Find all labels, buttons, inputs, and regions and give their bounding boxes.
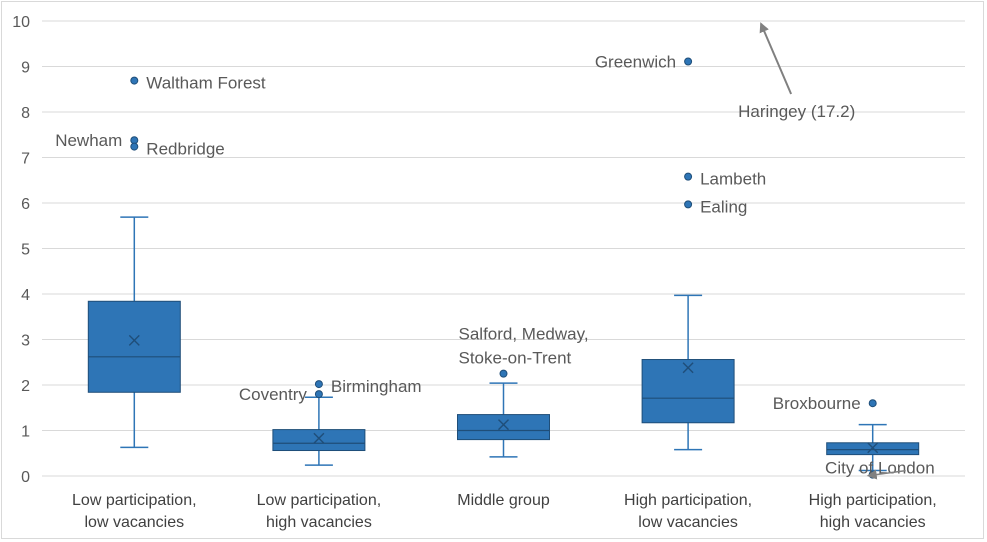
mean-marker-b-0 [128,334,140,346]
annotation-7: Lambeth [700,170,766,189]
mean-marker-b-2 [498,419,509,431]
annotation-1: Newham [55,131,122,150]
annotation-8: Ealing [700,197,747,216]
x-category-label-3-1: low vacancies [638,514,738,531]
x-category-label-2-0: Middle group [457,492,550,509]
outlier-point-3-0 [684,57,693,66]
box-0 [87,300,181,393]
y-tick-label-0: 0 [21,469,30,486]
y-tick-label-8: 8 [21,105,30,122]
y-tick-label-2: 2 [21,378,30,395]
annotation-6: Greenwich [595,52,676,71]
outlier-point-2-0 [499,369,508,378]
annotation-4: Birmingham [331,377,422,396]
outlier-point-3-1 [684,172,693,181]
mean-marker-b-3 [682,362,694,374]
x-category-label-0-0: Low participation, [72,492,197,509]
annotation-3: Coventry [239,385,308,404]
mean-marker-b-4 [867,442,879,454]
annotation-2: Redbridge [146,140,224,159]
x-category-label-1-1: high vacancies [266,514,372,531]
annotation-0: Waltham Forest [146,74,266,93]
box-3 [641,359,735,424]
outlier-point-1-0 [314,380,323,389]
x-category-label-0-1: low vacancies [84,514,184,531]
annotation-11-arrow [866,469,906,480]
y-tick-label-3: 3 [21,333,30,350]
y-tick-label-9: 9 [21,60,30,77]
annotation-5-line1: Salford, Medway, [459,325,589,344]
outlier-point-0-0 [130,76,139,85]
box-1 [272,429,366,452]
x-category-label-4-0: High participation, [809,492,937,509]
annotation-9: Haringey (17.2) [738,102,855,121]
annotation-9-arrow [759,22,793,95]
mean-marker-b-1 [313,432,325,444]
box-2 [457,414,550,441]
y-tick-label-5: 5 [21,242,30,259]
annotation-5-line2: Stoke-on-Trent [459,349,572,368]
y-tick-label-6: 6 [21,196,30,213]
outlier-point-1-1 [314,390,323,399]
annotation-10: Broxbourne [773,394,861,413]
y-tick-label-4: 4 [21,287,30,304]
x-category-label-3-0: High participation, [624,492,752,509]
outlier-point-4-0 [868,399,877,408]
annotation-11: City of London [825,459,935,478]
y-tick-label-1: 1 [21,424,30,441]
outlier-point-3-2 [684,200,693,209]
x-category-label-4-1: high vacancies [820,514,926,531]
y-tick-label-7: 7 [21,151,30,168]
y-tick-label-10: 10 [12,14,30,31]
outlier-point-0-2 [130,142,139,151]
x-category-label-1-0: Low participation, [257,492,382,509]
